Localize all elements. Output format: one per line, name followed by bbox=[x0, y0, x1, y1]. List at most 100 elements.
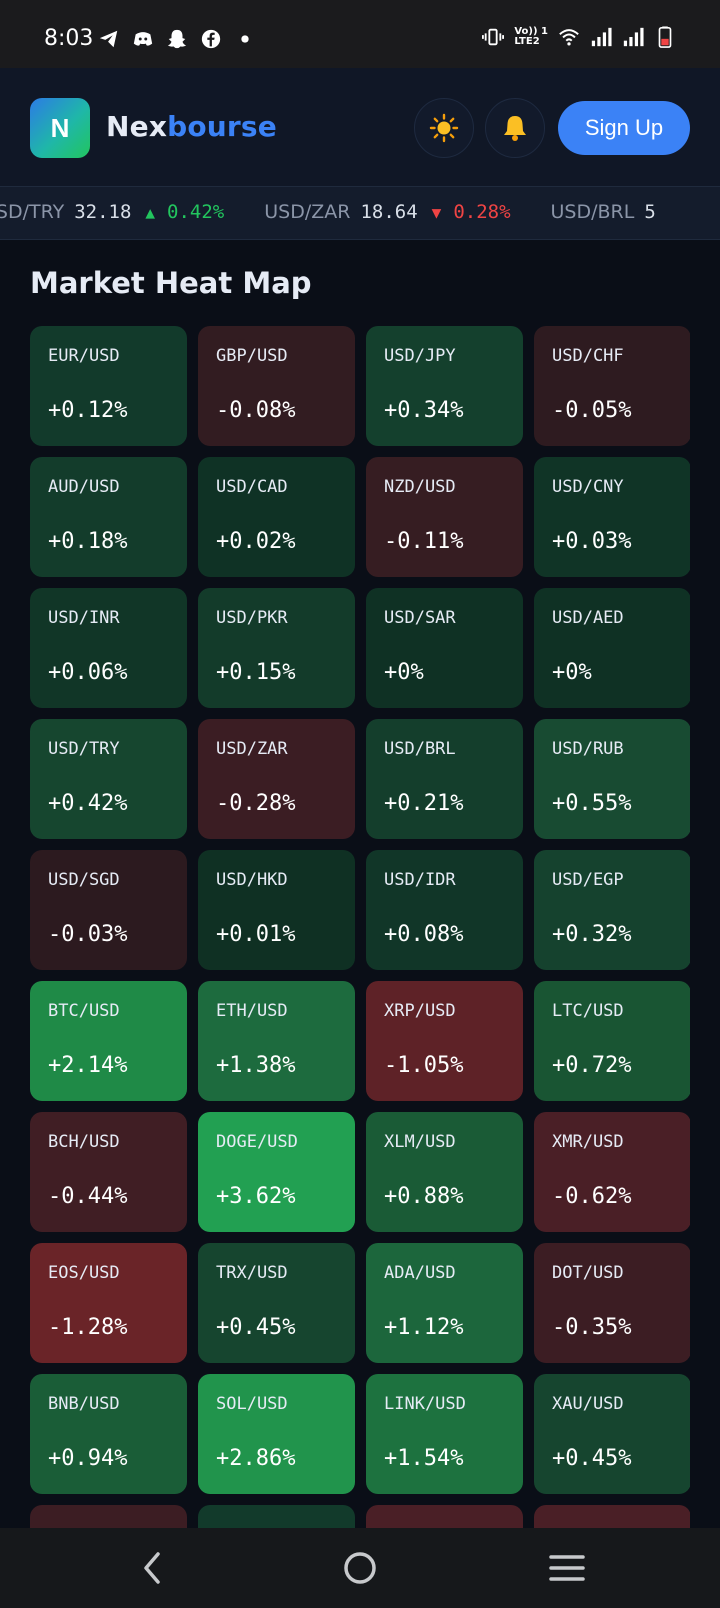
heatmap-tile[interactable]: XRP/USD -1.05% bbox=[366, 981, 523, 1101]
heatmap-tile[interactable]: USD/JPY +0.34% bbox=[366, 326, 523, 446]
tile-symbol: USD/PKR bbox=[216, 608, 288, 628]
tile-change: +0.32% bbox=[552, 922, 632, 947]
tile-symbol: LINK/USD bbox=[384, 1394, 466, 1414]
heatmap-tile[interactable]: SOL/USD +2.86% bbox=[198, 1374, 355, 1494]
ticker-item[interactable]: USD/ZAR 18.64 ▼ 0.28% bbox=[264, 201, 510, 223]
tile-symbol: DOGE/USD bbox=[216, 1132, 298, 1152]
signal-icon-1 bbox=[591, 27, 612, 47]
tile-symbol: USD/INR bbox=[48, 608, 120, 628]
ticker-pair: USD/BRL bbox=[550, 201, 635, 223]
tile-symbol: USD/SGD bbox=[48, 870, 120, 890]
heatmap-tile[interactable] bbox=[30, 1505, 187, 1528]
arrow-down-icon: ▼ bbox=[431, 202, 442, 222]
heatmap-tile[interactable]: USD/SAR +0% bbox=[366, 588, 523, 708]
heatmap-tile[interactable]: USD/ZAR -0.28% bbox=[198, 719, 355, 839]
tile-change: -0.11% bbox=[384, 529, 464, 554]
heatmap-tile[interactable]: LINK/USD +1.54% bbox=[366, 1374, 523, 1494]
heatmap-tile[interactable]: TRX/USD +0.45% bbox=[198, 1243, 355, 1363]
sun-icon bbox=[429, 113, 459, 143]
system-nav-bar bbox=[0, 1528, 720, 1608]
signup-button[interactable]: Sign Up bbox=[558, 101, 690, 155]
ticker-track: USD/TRY 32.18 ▲ 0.42% USD/ZAR 18.64 ▼ 0.… bbox=[0, 201, 710, 223]
tile-symbol: USD/RUB bbox=[552, 739, 624, 759]
heatmap-tile[interactable]: USD/BRL +0.21% bbox=[366, 719, 523, 839]
logo[interactable]: N bbox=[30, 98, 90, 158]
tile-change: +0% bbox=[384, 660, 424, 685]
tile-change: +0.06% bbox=[48, 660, 128, 685]
notifications-button[interactable] bbox=[485, 98, 545, 158]
heatmap-tile[interactable]: GBP/USD -0.08% bbox=[198, 326, 355, 446]
brand-name[interactable]: Nexbourse bbox=[106, 110, 277, 143]
heatmap-tile[interactable]: XAU/USD +0.45% bbox=[534, 1374, 690, 1494]
wifi-icon bbox=[559, 29, 579, 46]
tile-symbol: USD/JPY bbox=[384, 346, 456, 366]
back-icon[interactable] bbox=[131, 1546, 175, 1590]
vibrate-icon bbox=[482, 28, 505, 46]
heatmap-tile[interactable]: DOGE/USD +3.62% bbox=[198, 1112, 355, 1232]
heatmap-tile[interactable]: USD/EGP +0.32% bbox=[534, 850, 690, 970]
heatmap-tile[interactable] bbox=[366, 1505, 523, 1528]
tile-change: -0.05% bbox=[552, 398, 632, 423]
tile-change: +0% bbox=[552, 660, 592, 685]
status-time: 8:03 bbox=[44, 26, 94, 51]
heatmap-tile[interactable]: EUR/USD +0.12% bbox=[30, 326, 187, 446]
heatmap-tile[interactable]: USD/RUB +0.55% bbox=[534, 719, 690, 839]
tile-symbol: BTC/USD bbox=[48, 1001, 120, 1021]
heatmap-tile[interactable]: USD/CNY +0.03% bbox=[534, 457, 690, 577]
heatmap-tile[interactable]: ADA/USD +1.12% bbox=[366, 1243, 523, 1363]
ticker-item[interactable]: USD/BRL 5 bbox=[551, 201, 670, 223]
tile-symbol: SOL/USD bbox=[216, 1394, 288, 1414]
heatmap-tile[interactable]: ETH/USD +1.38% bbox=[198, 981, 355, 1101]
heatmap-tile[interactable]: USD/PKR +0.15% bbox=[198, 588, 355, 708]
tile-change: +0.03% bbox=[552, 529, 632, 554]
system-indicators: Vo)) 1 LTE2 bbox=[482, 26, 676, 48]
signal-icon-2 bbox=[623, 27, 644, 47]
brand-part1: Nex bbox=[106, 110, 168, 143]
heatmap-tile[interactable]: USD/CHF -0.05% bbox=[534, 326, 690, 446]
ticker-item[interactable]: USD/TRY 32.18 ▲ 0.42% bbox=[0, 201, 224, 223]
heatmap-tile[interactable]: DOT/USD -0.35% bbox=[534, 1243, 690, 1363]
tile-change: +0.21% bbox=[384, 791, 464, 816]
heatmap-tile[interactable]: USD/TRY +0.42% bbox=[30, 719, 187, 839]
heatmap-grid: EUR/USD +0.12% GBP/USD -0.08% USD/JPY +0.34% U… bbox=[30, 326, 690, 1528]
heatmap-tile[interactable]: BNB/USD +0.94% bbox=[30, 1374, 187, 1494]
tile-change: -0.44% bbox=[48, 1184, 128, 1209]
theme-toggle-button[interactable] bbox=[414, 98, 474, 158]
tile-change: -0.28% bbox=[216, 791, 296, 816]
heatmap-tile[interactable]: BTC/USD +2.14% bbox=[30, 981, 187, 1101]
heatmap-tile[interactable]: LTC/USD +0.72% bbox=[534, 981, 690, 1101]
heatmap-tile[interactable]: USD/HKD +0.01% bbox=[198, 850, 355, 970]
battery-icon bbox=[658, 26, 672, 48]
tile-change: +3.62% bbox=[216, 1184, 296, 1209]
tile-change: +0.94% bbox=[48, 1446, 128, 1471]
price-ticker: USD/TRY 32.18 ▲ 0.42% USD/ZAR 18.64 ▼ 0.… bbox=[0, 186, 720, 240]
tile-change: +0.88% bbox=[384, 1184, 464, 1209]
notification-icons bbox=[98, 28, 256, 50]
ticker-pair: USD/TRY bbox=[0, 201, 65, 223]
tile-change: +0.01% bbox=[216, 922, 296, 947]
brand-part2: bourse bbox=[167, 110, 277, 143]
heatmap-tile[interactable]: AUD/USD +0.18% bbox=[30, 457, 187, 577]
snapchat-icon bbox=[167, 29, 187, 49]
ticker-change: 0.28% bbox=[453, 201, 511, 223]
tile-symbol: TRX/USD bbox=[216, 1263, 288, 1283]
heatmap-tile[interactable] bbox=[534, 1505, 690, 1528]
tile-symbol: ADA/USD bbox=[384, 1263, 456, 1283]
recents-icon[interactable] bbox=[545, 1546, 589, 1590]
heatmap-tile[interactable] bbox=[198, 1505, 355, 1528]
heatmap-tile[interactable]: USD/IDR +0.08% bbox=[366, 850, 523, 970]
heatmap-tile[interactable]: USD/AED +0% bbox=[534, 588, 690, 708]
tile-change: +0.45% bbox=[216, 1315, 296, 1340]
heatmap-tile[interactable]: USD/INR +0.06% bbox=[30, 588, 187, 708]
tile-symbol: BCH/USD bbox=[48, 1132, 120, 1152]
heatmap-tile[interactable]: USD/CAD +0.02% bbox=[198, 457, 355, 577]
heatmap-tile[interactable]: XMR/USD -0.62% bbox=[534, 1112, 690, 1232]
heatmap-tile[interactable]: BCH/USD -0.44% bbox=[30, 1112, 187, 1232]
tile-change: +0.12% bbox=[48, 398, 128, 423]
heatmap-tile[interactable]: EOS/USD -1.28% bbox=[30, 1243, 187, 1363]
heatmap-tile[interactable]: USD/SGD -0.03% bbox=[30, 850, 187, 970]
heatmap-tile[interactable]: NZD/USD -0.11% bbox=[366, 457, 523, 577]
tile-change: +0.02% bbox=[216, 529, 296, 554]
home-icon[interactable] bbox=[338, 1546, 382, 1590]
heatmap-tile[interactable]: XLM/USD +0.88% bbox=[366, 1112, 523, 1232]
